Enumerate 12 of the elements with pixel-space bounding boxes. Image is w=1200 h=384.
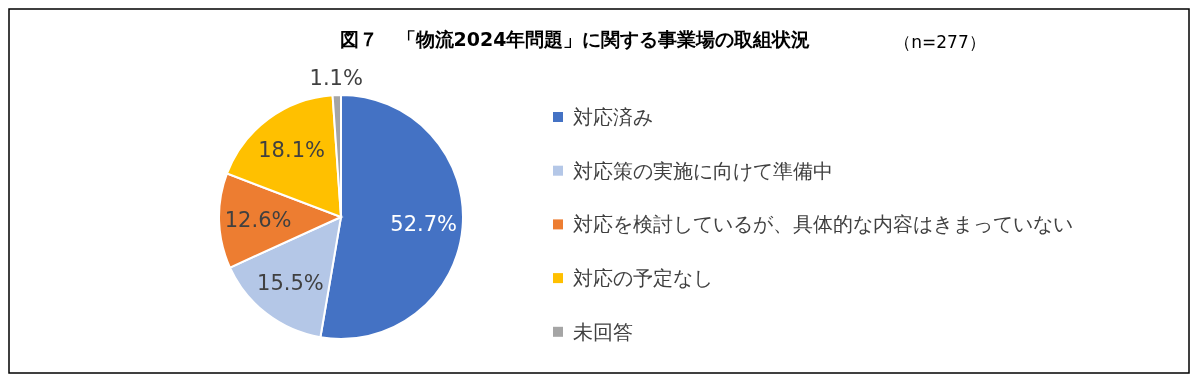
legend-label: 対応済み [573, 105, 653, 129]
legend-label: 対応策の実施に向けて準備中 [573, 158, 833, 183]
data-label: 15.5% [257, 270, 324, 295]
legend-label: 対応を検討しているが、具体的な内容はきまっていない [573, 212, 1073, 237]
data-label: 12.6% [224, 207, 292, 232]
data-label: 52.7% [390, 212, 458, 237]
data-label: 18.1% [258, 138, 325, 163]
chart-subtitle: （n=277） [894, 32, 986, 52]
chart-title: 図７ 「物流2024年問題」に関する事業場の取組状況 [339, 28, 811, 50]
legend-label: 未回答 [573, 319, 633, 344]
data-label: 1.1% [309, 66, 363, 90]
legend-label: 対応の予定なし [573, 266, 713, 291]
